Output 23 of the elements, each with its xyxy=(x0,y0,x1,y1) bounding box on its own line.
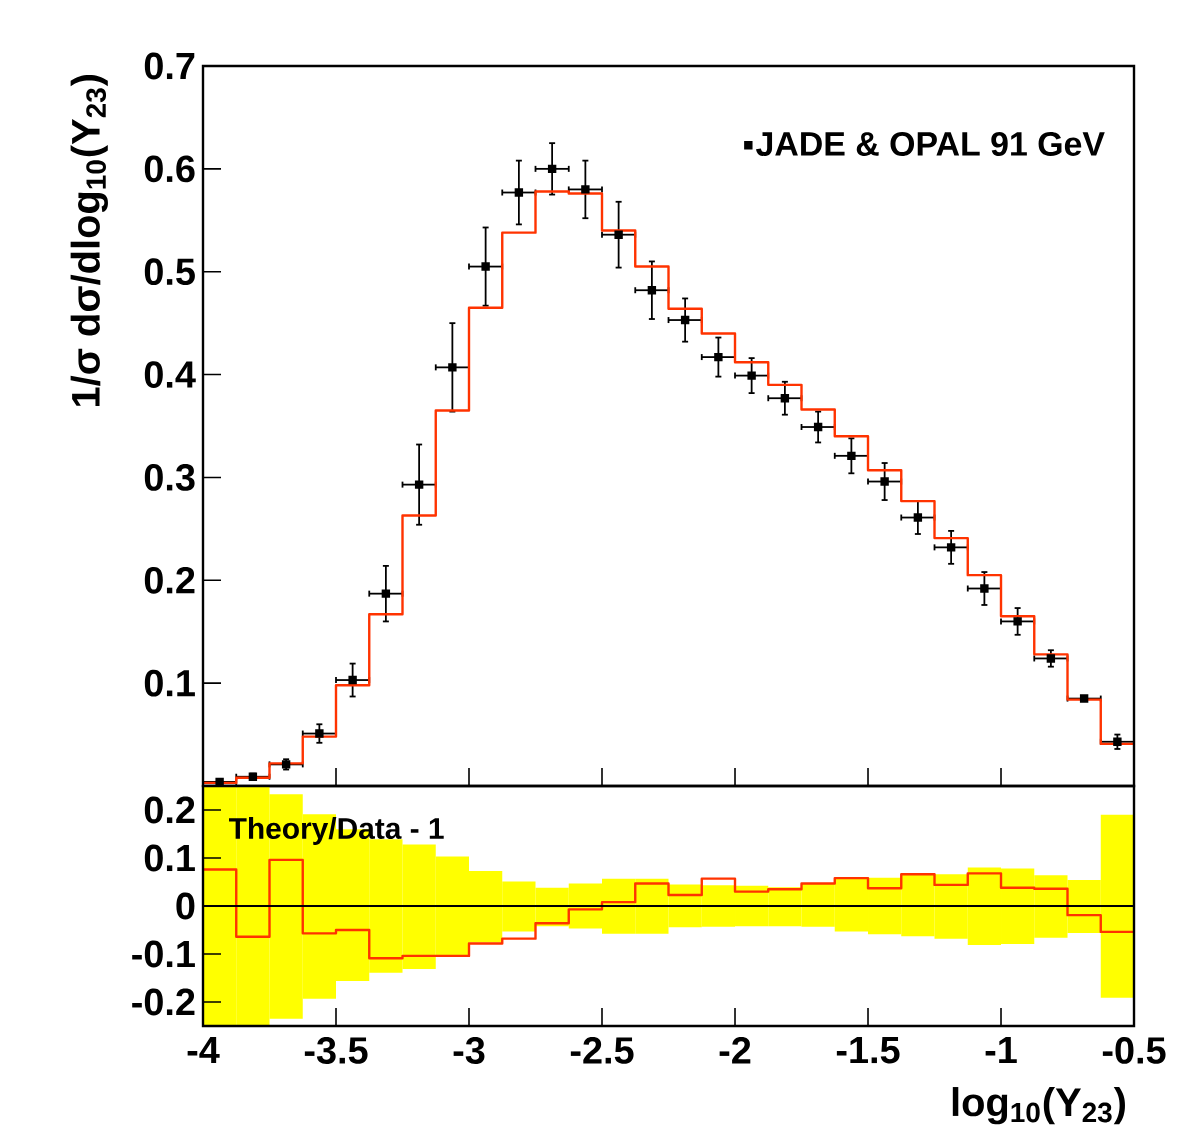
y-tick-label: 0.4 xyxy=(144,361,196,388)
y-tick-label: -0.2 xyxy=(132,988,195,1016)
x-tick-label: -0.5 xyxy=(1102,1037,1166,1064)
x-axis-title: log$_{10}$(Y$_{23}$) xyxy=(952,1087,1125,1125)
y-tick-label: 0.5 xyxy=(144,258,195,286)
x-tick-label: -1.5 xyxy=(836,1037,900,1064)
y-tick-label: 0.2 xyxy=(144,796,195,824)
x-tick-label: -3 xyxy=(453,1037,485,1064)
y-tick-label: 0.3 xyxy=(144,463,195,491)
y-tick-label: 0.2 xyxy=(144,566,195,594)
y-tick-label: -0.1 xyxy=(132,940,195,968)
legend-label: JADE & OPAL 91 GeV xyxy=(756,131,1105,156)
y-axis-title: 1/σ dσ/dlog$_{10}$(Y$_{23}$) xyxy=(70,75,108,407)
y-tick-label: 0.1 xyxy=(144,844,195,872)
x-tick-label: -2 xyxy=(719,1037,751,1064)
x-tick-label: -1 xyxy=(985,1037,1017,1064)
y-tick-label: 0 xyxy=(176,892,195,920)
x-tick-label: -3.5 xyxy=(304,1037,368,1064)
y-tick-label: 0.7 xyxy=(144,52,195,80)
x-tick-label: -2.5 xyxy=(570,1037,634,1064)
y-tick-label: 0.6 xyxy=(144,155,195,183)
y-tick-label: 0.1 xyxy=(144,669,195,697)
x-tick-label: -4 xyxy=(187,1037,220,1064)
